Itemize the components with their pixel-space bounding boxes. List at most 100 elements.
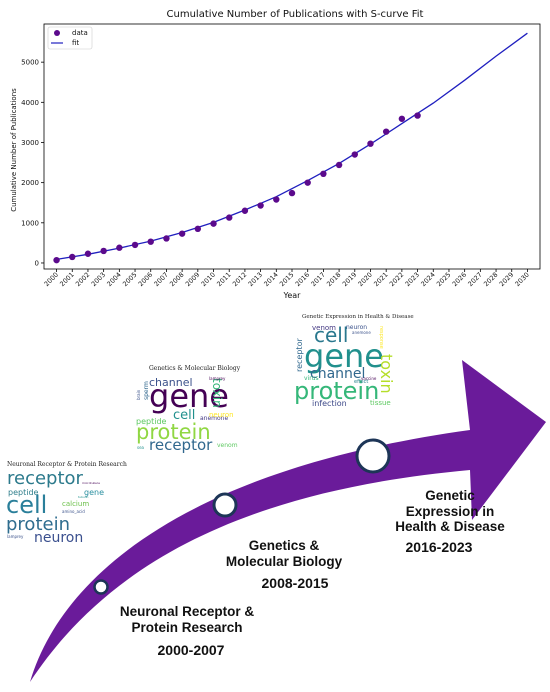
wc3-word-venom: venom	[312, 324, 336, 332]
x-tick-label: 2019	[341, 271, 358, 288]
y-tick-label: 1000	[21, 219, 39, 227]
x-tick-label: 2030	[514, 271, 531, 288]
legend-data-marker	[54, 30, 60, 36]
wc3-word-response: response	[378, 326, 384, 349]
y-tick-label: 2000	[21, 179, 39, 187]
x-tick-label: 2000	[43, 271, 60, 288]
wc1-word-tubulin: tubulin	[78, 495, 89, 499]
word-cloud-3-title: Genetic Expression in Health & Disease	[302, 314, 414, 320]
era-1-years: 2000-2007	[157, 642, 225, 658]
x-tick-label: 2018	[325, 271, 342, 288]
data-point	[241, 207, 249, 214]
data-point	[178, 230, 186, 237]
era-2-years: 2008-2015	[261, 575, 329, 591]
x-tick-label: 2017	[309, 271, 326, 288]
data-point	[210, 220, 217, 227]
wc2-word-peptide: peptide	[136, 417, 167, 426]
word-cloud-1: Neuronal Receptor & Protein Research rec…	[4, 460, 127, 546]
wc3-word-infection: infection	[312, 399, 347, 408]
data-point	[100, 247, 107, 255]
wc3-word-protein: protein	[294, 377, 380, 405]
wc3-word-neuron: neuron	[346, 324, 368, 331]
wc3-word-effect: effect	[354, 379, 369, 385]
x-tick-label: 2022	[388, 271, 405, 288]
x-tick-label: 2003	[90, 271, 107, 288]
era-3-title: Genetic Expression in Health & Disease	[395, 488, 505, 535]
wc1-word-calcium: calcium	[62, 500, 90, 508]
wc3-word-gene: gene	[304, 337, 384, 375]
era-3-marker	[355, 438, 391, 474]
x-tick-label: 2026	[451, 271, 468, 288]
wc2-word-anemone: anemone	[200, 415, 229, 422]
data-point	[84, 250, 92, 257]
x-tick-label: 2011	[215, 271, 232, 288]
data-point	[351, 151, 358, 158]
wc1-word-lamprey: lamprey	[7, 534, 24, 539]
wc1-word-peptide: peptide	[8, 488, 39, 497]
word-cloud-3: Genetic Expression in Health & Disease g…	[286, 312, 414, 408]
data-point	[367, 140, 374, 147]
x-tick-label: 2001	[58, 271, 75, 288]
wc2-word-brain: brain	[136, 389, 141, 400]
x-tick-label: 2029	[498, 271, 515, 288]
wc1-word-amino-acid: amino_acid	[62, 509, 85, 514]
wc2-word-neuron: neuron	[209, 411, 234, 419]
data-point	[382, 128, 390, 135]
fit-line	[56, 32, 528, 261]
x-axis-label: Year	[283, 291, 302, 300]
wc1-word-gene: gene	[84, 488, 104, 497]
wc2-word-cell: cell	[173, 408, 196, 423]
data-point	[398, 115, 406, 122]
era-1-marker	[93, 579, 109, 595]
x-tick-label: 2008	[168, 271, 185, 288]
wc1-word-receptor: receptor	[7, 468, 83, 489]
era-2-title: Genetics & Molecular Biology	[225, 538, 343, 569]
wc2-word-sea: sea	[137, 445, 144, 450]
wc2-word-venom: venom	[217, 442, 238, 449]
data-point	[226, 214, 233, 221]
wc2-word-sperm: sperm	[143, 381, 150, 400]
x-tick-label: 2005	[121, 271, 138, 288]
word-cloud-2-title: Genetics & Molecular Biology	[149, 365, 241, 372]
wc1-word-protein: protein	[6, 514, 70, 535]
x-tick-label: 2006	[137, 271, 154, 288]
data-point	[147, 238, 154, 245]
wc1-word-neuron: neuron	[34, 530, 84, 546]
era-3-years: 2016-2023	[405, 539, 473, 555]
data-point	[69, 253, 76, 261]
x-tick-label: 2009	[184, 271, 201, 288]
wc3-word-virus: virus	[304, 375, 319, 382]
y-tick-label: 3000	[21, 139, 39, 147]
wc2-word-gene: gene	[149, 377, 229, 415]
x-tick-label: 2013	[247, 271, 264, 288]
x-tick-label: 2004	[105, 271, 122, 288]
data-point	[163, 235, 170, 242]
data-point	[320, 170, 327, 178]
word-cloud-2: Genetics & Molecular Biology gene protei…	[133, 364, 242, 454]
data-point	[288, 189, 296, 197]
wc3-word-cell: cell	[314, 323, 349, 347]
publications-chart: 0100020003000400050002000200120022003200…	[10, 23, 541, 300]
data-point	[273, 196, 280, 203]
x-tick-label: 2025	[435, 271, 452, 288]
data-point	[53, 256, 60, 264]
legend: data fit	[47, 26, 93, 50]
wc2-word-lamprey: lamprey	[209, 376, 226, 381]
data-point	[335, 161, 343, 169]
y-tick-label: 5000	[21, 59, 39, 67]
wc3-word-tissue: tissue	[370, 399, 391, 407]
wc2-word-channel: channel	[149, 376, 193, 389]
x-tick-label: 2007	[152, 271, 169, 288]
x-tick-label: 2027	[466, 271, 483, 288]
x-tick-label: 2028	[482, 271, 499, 288]
x-tick-label: 2014	[262, 271, 279, 288]
x-tick-label: 2021	[372, 271, 389, 288]
wc3-word-toxin: toxin	[377, 354, 396, 394]
legend-data-label: data	[72, 29, 88, 37]
wc2-word-receptor: receptor	[149, 436, 213, 454]
wc3-word-vaccine: vaccine	[361, 376, 377, 381]
data-point	[304, 179, 311, 186]
wc2-word-protein: protein	[136, 420, 211, 444]
y-tick-label: 0	[35, 259, 39, 267]
wc3-word-anemone: anemone	[352, 330, 371, 335]
